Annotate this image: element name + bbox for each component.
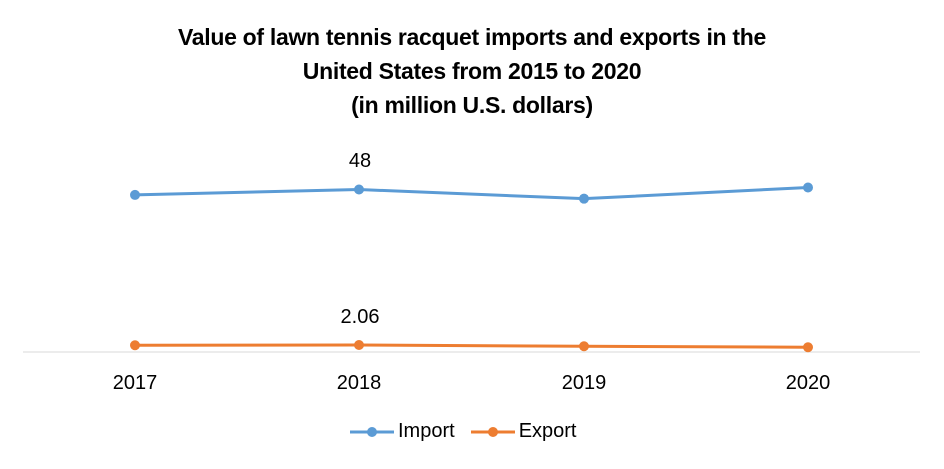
export-2018-data-label: 2.06 <box>340 306 380 328</box>
title-line-2: United States from 2015 to 2020 <box>302 58 642 84</box>
legend-item-export[interactable]: Export <box>470 420 577 443</box>
x-tick-2019: 2019 <box>561 372 607 394</box>
data-point-marker <box>579 341 589 352</box>
data-point-marker <box>579 193 589 204</box>
data-point-marker <box>354 340 364 351</box>
data-point-marker <box>354 184 364 195</box>
import-series-line <box>134 185 809 201</box>
title-line-3: (in million U.S. dollars) <box>351 92 593 118</box>
title-line-1: Value of lawn tennis racquet imports and… <box>177 24 766 50</box>
export-series-line <box>134 343 809 349</box>
chart-title: Value of lawn tennis racquet imports and… <box>0 20 944 122</box>
legend-item-import[interactable]: Import <box>350 420 455 443</box>
export-legend-line-marker-icon <box>470 426 515 437</box>
x-tick-2020: 2020 <box>785 372 831 394</box>
import-series-markers <box>130 182 813 204</box>
legend-label-import: Import <box>398 420 455 442</box>
data-point-marker <box>803 342 813 353</box>
export-series-markers <box>130 340 813 353</box>
legend: Import Export <box>350 420 593 443</box>
import-legend-line-marker-icon <box>350 426 394 437</box>
x-tick-2017: 2017 <box>112 372 158 394</box>
legend-label-export: Export <box>518 420 577 442</box>
data-point-marker <box>130 189 140 200</box>
data-point-marker <box>803 182 813 193</box>
x-tick-2018: 2018 <box>336 372 382 394</box>
import-2018-data-label: 48 <box>348 150 372 172</box>
data-point-marker <box>130 340 140 351</box>
